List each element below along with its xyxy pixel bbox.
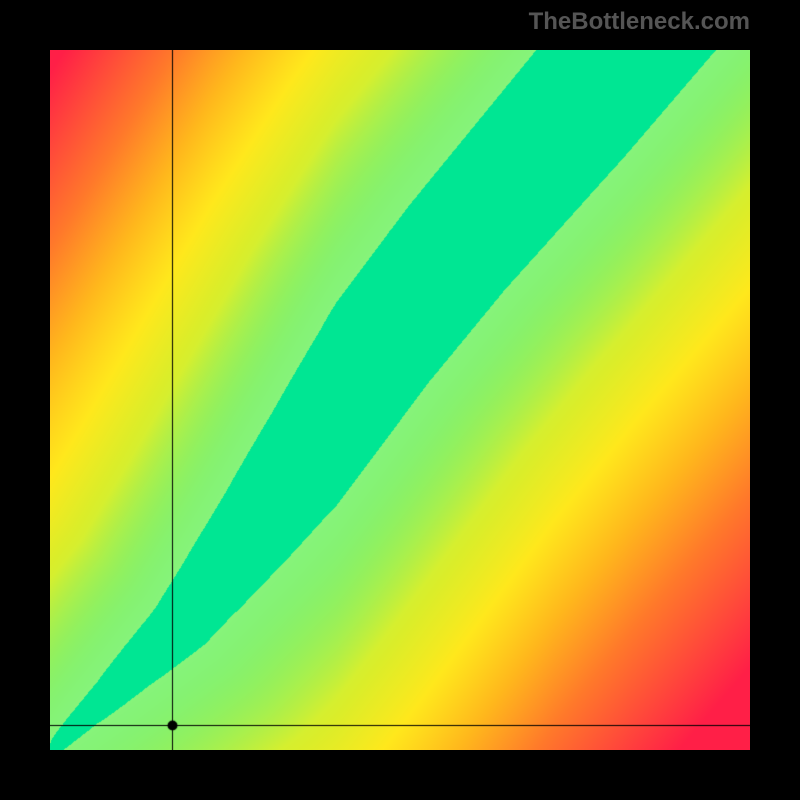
bottleneck-heatmap <box>50 50 750 750</box>
watermark-text: TheBottleneck.com <box>529 8 750 36</box>
heatmap-canvas <box>50 50 750 750</box>
